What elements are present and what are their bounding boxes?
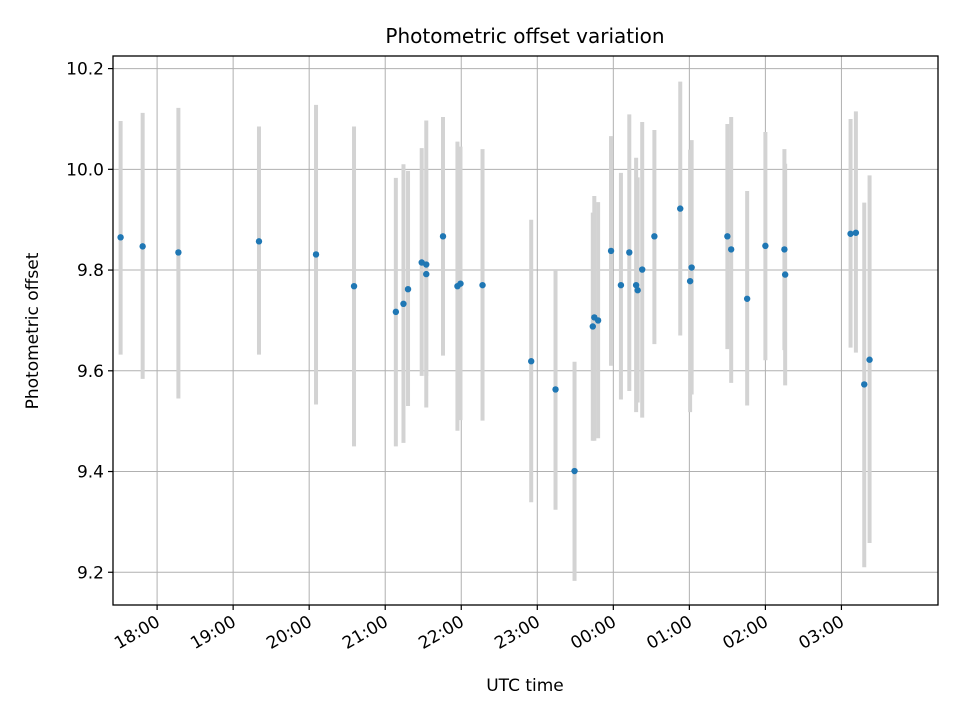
- data-point: [392, 308, 400, 316]
- data-point: [639, 266, 646, 273]
- plot-frame: [112, 55, 939, 606]
- data-point: [677, 205, 684, 212]
- y-tick-label: 9.8: [77, 261, 104, 281]
- data-point: [423, 261, 430, 268]
- data-point: [175, 249, 182, 256]
- data-point: [404, 285, 412, 293]
- data-point: [552, 386, 559, 393]
- y-tick-label: 9.4: [77, 463, 104, 483]
- y-tick-label: 9.2: [77, 563, 104, 583]
- data-point: [400, 300, 407, 308]
- y-axis-label: Photometric offset: [23, 252, 43, 409]
- data-point: [607, 247, 615, 255]
- data-point: [634, 287, 641, 294]
- data-points: [117, 205, 873, 475]
- data-point: [117, 234, 124, 241]
- data-point: [571, 467, 578, 475]
- data-point: [781, 271, 789, 278]
- y-tick-label: 9.6: [77, 362, 104, 382]
- data-point: [626, 249, 633, 256]
- data-point: [439, 233, 447, 240]
- data-point: [686, 277, 694, 285]
- data-point: [724, 233, 731, 240]
- data-point: [350, 282, 358, 290]
- data-point: [594, 317, 602, 324]
- data-point: [139, 243, 146, 250]
- data-point: [688, 264, 695, 271]
- data-point: [847, 230, 854, 237]
- chart-title: Photometric offset variation: [385, 24, 664, 48]
- data-point: [479, 281, 486, 289]
- data-point: [617, 281, 625, 289]
- data-point: [632, 281, 640, 289]
- data-point: [861, 381, 868, 388]
- data-point: [651, 233, 658, 240]
- y-tick-label: 10.0: [66, 160, 104, 180]
- x-axis-label: UTC time: [486, 676, 564, 696]
- plot-area: [113, 56, 938, 605]
- data-point: [589, 323, 596, 330]
- data-point: [312, 251, 320, 258]
- data-point: [727, 246, 735, 253]
- data-point: [743, 295, 751, 302]
- data-point: [762, 242, 769, 250]
- data-point: [866, 356, 873, 363]
- data-point: [255, 238, 263, 245]
- data-point: [528, 358, 535, 365]
- data-point: [423, 270, 430, 278]
- data-point: [457, 280, 464, 287]
- data-point: [781, 246, 788, 253]
- data-point: [852, 229, 860, 236]
- y-axis-ticks: 9.2 9.4 9.6 9.8 10.0 10.2: [66, 60, 113, 583]
- y-tick-label: 10.2: [66, 60, 104, 80]
